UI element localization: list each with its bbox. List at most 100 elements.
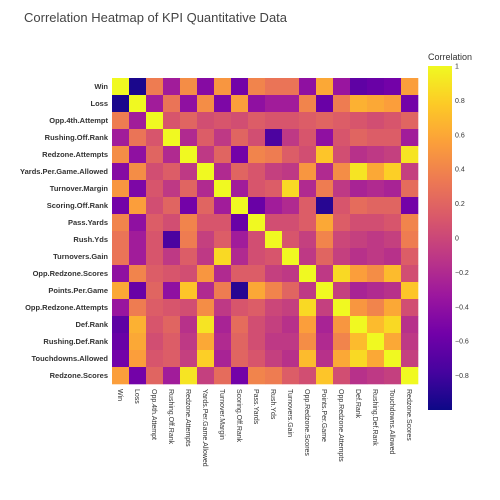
heatmap-cell: [299, 350, 317, 368]
heatmap-cell: [180, 316, 198, 334]
heatmap-cell: [112, 367, 130, 385]
heatmap-cell: [197, 299, 215, 317]
heatmap-cell: [350, 112, 368, 130]
heatmap-cell: [163, 248, 181, 266]
x-tick-label: Turnover.Margin: [218, 389, 225, 440]
heatmap-cell: [231, 129, 249, 147]
y-tick-label: Rushing.Def.Rank: [43, 337, 108, 346]
heatmap-cell: [401, 350, 419, 368]
colorbar-tick-label: 1: [455, 64, 459, 71]
heatmap-cell: [350, 146, 368, 164]
y-tick-label: Scoring.Off.Rank: [47, 201, 109, 210]
heatmap-cell: [197, 214, 215, 232]
heatmap-cell: [401, 197, 419, 215]
heatmap-cell: [197, 367, 215, 385]
heatmap-cell: [384, 112, 402, 130]
heatmap-cell: [299, 95, 317, 113]
heatmap-cell: [282, 197, 300, 215]
heatmap-cell: [231, 282, 249, 300]
heatmap-cell: [299, 333, 317, 351]
heatmap-cell: [163, 163, 181, 181]
heatmap-cell: [231, 265, 249, 283]
heatmap-cell: [112, 197, 130, 215]
heatmap-cell: [214, 180, 232, 198]
heatmap-cell: [333, 78, 351, 96]
heatmap-cell: [180, 214, 198, 232]
heatmap-cell: [129, 350, 147, 368]
heatmap-cell: [282, 350, 300, 368]
heatmap-cell: [350, 248, 368, 266]
heatmap-cell: [299, 163, 317, 181]
heatmap-cell: [231, 316, 249, 334]
heatmap-cell: [350, 282, 368, 300]
heatmap-cell: [180, 78, 198, 96]
x-tick-label: Touchdowns.Allowed: [388, 389, 395, 454]
x-tick-label: Rushing.Off.Rank: [167, 389, 174, 445]
heatmap-cell: [163, 367, 181, 385]
heatmap-cell: [197, 163, 215, 181]
heatmap-cell: [401, 146, 419, 164]
heatmap-cell: [197, 282, 215, 300]
heatmap-cell: [333, 214, 351, 232]
heatmap-cell: [333, 146, 351, 164]
heatmap-cell: [401, 248, 419, 266]
heatmap-cell: [163, 265, 181, 283]
heatmap-cell: [180, 146, 198, 164]
heatmap-cell: [384, 129, 402, 147]
heatmap-cell: [265, 180, 283, 198]
heatmap-cell: [265, 299, 283, 317]
heatmap-cell: [316, 248, 334, 266]
heatmap-cell: [214, 146, 232, 164]
heatmap-cell: [214, 95, 232, 113]
heatmap-cell: [299, 214, 317, 232]
heatmap-cell: [248, 214, 266, 232]
heatmap-cell: [265, 95, 283, 113]
heatmap-cell: [282, 333, 300, 351]
heatmap-cell: [163, 316, 181, 334]
heatmap-cell: [316, 299, 334, 317]
heatmap-cell: [384, 78, 402, 96]
heatmap-cell: [350, 299, 368, 317]
heatmap-cell: [214, 231, 232, 249]
x-tick-label: Loss: [133, 389, 140, 404]
heatmap-cell: [214, 350, 232, 368]
heatmap-cell: [282, 78, 300, 96]
heatmap-cell: [163, 180, 181, 198]
heatmap-cell: [248, 248, 266, 266]
heatmap-cell: [112, 282, 130, 300]
heatmap-cell: [248, 146, 266, 164]
heatmap-cell: [333, 197, 351, 215]
heatmap-cell: [231, 95, 249, 113]
heatmap-cell: [316, 265, 334, 283]
heatmap-cell: [265, 248, 283, 266]
heatmap-cell: [384, 299, 402, 317]
heatmap-cell: [163, 112, 181, 130]
heatmap-cell: [367, 95, 385, 113]
heatmap-cell: [231, 333, 249, 351]
heatmap-cell: [265, 129, 283, 147]
heatmap-cell: [197, 180, 215, 198]
heatmap-cell: [248, 95, 266, 113]
colorbar-title: Correlation: [428, 52, 472, 62]
heatmap-cell: [129, 180, 147, 198]
heatmap-cell: [112, 248, 130, 266]
heatmap-cell: [350, 78, 368, 96]
heatmap-cell: [180, 231, 198, 249]
heatmap-cell: [350, 231, 368, 249]
heatmap-cell: [401, 78, 419, 96]
y-tick-label: Touchdowns.Allowed: [31, 354, 108, 363]
colorbar-ticks: 1 0.8 0.6 0.4 0.2 0 −0.2 −0.4 −0.6 −0.8: [455, 64, 469, 381]
heatmap-cell: [112, 214, 130, 232]
y-tick-label: Rushing.Off.Rank: [45, 133, 109, 142]
heatmap-cell: [231, 78, 249, 96]
heatmap-cell: [333, 316, 351, 334]
heatmap-cell: [265, 78, 283, 96]
heatmap-cell: [129, 367, 147, 385]
y-tick-label: Redzone.Attempts: [42, 150, 108, 159]
heatmap-cell: [112, 316, 130, 334]
heatmap-cell: [231, 367, 249, 385]
x-tick-label: Pass.Yards: [252, 389, 259, 425]
colorbar-tick-label: 0.4: [455, 167, 465, 174]
heatmap-cell: [350, 163, 368, 181]
heatmap-cell: [316, 367, 334, 385]
